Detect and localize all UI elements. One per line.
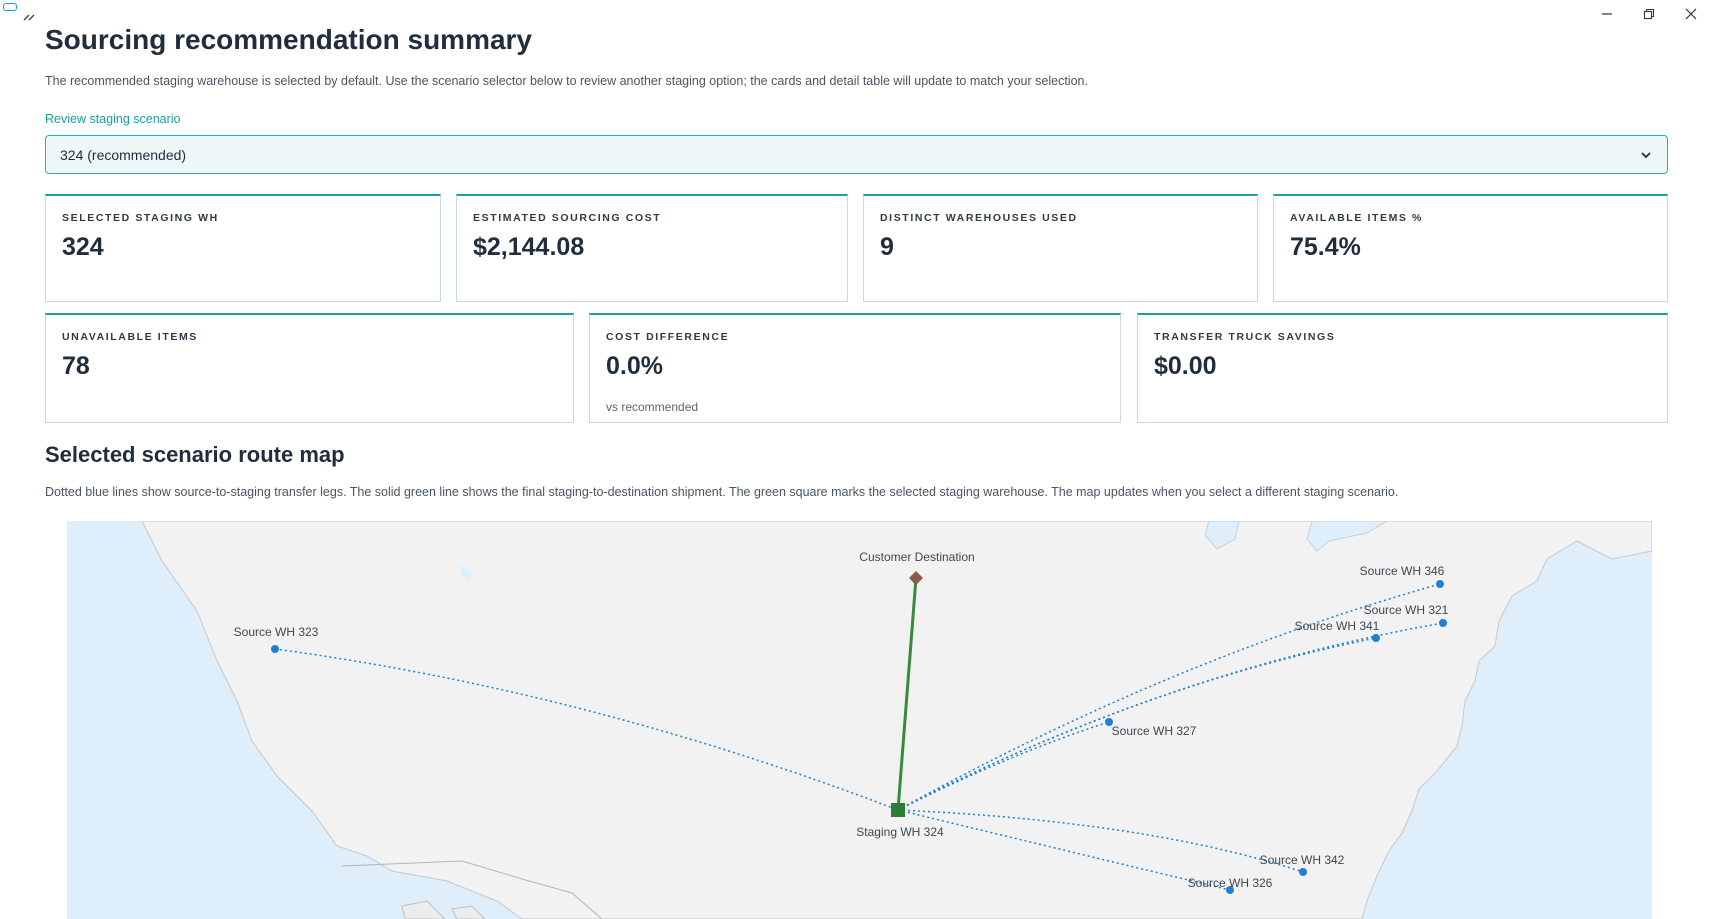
card-label: DISTINCT WAREHOUSES USED	[880, 212, 1078, 224]
card-value: 9	[880, 233, 894, 261]
source-marker[interactable]	[1226, 886, 1234, 894]
minimize-button[interactable]	[1586, 0, 1628, 28]
card-subtext: vs recommended	[606, 400, 699, 414]
source-marker[interactable]	[1439, 619, 1447, 627]
destination-label: Customer Destination	[859, 550, 974, 564]
source-marker[interactable]	[1372, 634, 1380, 642]
source-label: Source WH 346	[1360, 564, 1445, 578]
card-unavailable-items: UNAVAILABLE ITEMS 78	[45, 313, 574, 423]
card-cost-difference: COST DIFFERENCE 0.0% vs recommended	[589, 313, 1121, 423]
card-value: 324	[62, 233, 104, 261]
scenario-selector-label: Review staging scenario	[45, 112, 181, 126]
restore-button[interactable]	[1628, 0, 1670, 28]
final-shipment-line[interactable]	[896, 577, 918, 811]
edit-icon[interactable]	[22, 8, 38, 22]
card-value: $0.00	[1154, 352, 1217, 380]
map-lake	[459, 565, 472, 581]
transfer-leg[interactable]	[897, 637, 1377, 811]
card-label: UNAVAILABLE ITEMS	[62, 331, 198, 343]
staging-marker[interactable]	[891, 803, 905, 817]
source-label: Source WH 327	[1112, 724, 1197, 738]
card-label: ESTIMATED SOURCING COST	[473, 212, 662, 224]
source-label: Source WH 342	[1260, 853, 1345, 867]
card-value: $2,144.08	[473, 233, 585, 261]
destination-marker[interactable]	[909, 571, 923, 585]
source-marker[interactable]	[1105, 718, 1113, 726]
scenario-selector-value: 324 (recommended)	[60, 146, 187, 163]
card-value: 75.4%	[1290, 233, 1361, 261]
window-app-area	[0, 0, 60, 24]
page-title: Sourcing recommendation summary	[45, 24, 533, 55]
source-label: Source WH 321	[1364, 603, 1449, 617]
map-border	[451, 905, 486, 919]
staging-label: Staging WH 324	[856, 825, 944, 839]
app-icon	[3, 3, 17, 11]
card-label: SELECTED STAGING WH	[62, 212, 219, 224]
card-value: 0.0%	[606, 352, 663, 380]
scenario-selector[interactable]: 324 (recommended)	[45, 135, 1668, 174]
map-lake	[1204, 521, 1240, 550]
restore-icon	[1643, 8, 1655, 20]
card-label: COST DIFFERENCE	[606, 331, 730, 343]
source-label: Source WH 341	[1295, 619, 1380, 633]
map-border	[401, 900, 446, 919]
source-label: Source WH 323	[234, 625, 319, 639]
card-distinct-warehouses-used: DISTINCT WAREHOUSES USED 9	[863, 194, 1258, 302]
transfer-leg[interactable]	[897, 809, 1304, 873]
transfer-legs	[274, 583, 1444, 891]
close-icon	[1685, 8, 1697, 20]
source-marker[interactable]	[1436, 580, 1444, 588]
card-label: TRANSFER TRUCK SAVINGS	[1154, 331, 1336, 343]
window-controls	[1586, 0, 1712, 28]
source-marker[interactable]	[1299, 868, 1307, 876]
card-estimated-sourcing-cost: ESTIMATED SOURCING COST $2,144.08	[456, 194, 848, 302]
source-label: Source WH 326	[1188, 876, 1273, 890]
map-lake	[1306, 521, 1388, 552]
card-transfer-truck-savings: TRANSFER TRUCK SAVINGS $0.00	[1137, 313, 1668, 423]
minimize-icon	[1602, 13, 1612, 15]
route-map[interactable]: Customer Destination Staging WH 324 Sour…	[67, 521, 1652, 919]
route-map-canvas: Customer Destination Staging WH 324 Sour…	[141, 521, 1652, 919]
transfer-leg[interactable]	[897, 583, 1441, 811]
map-land	[141, 521, 1652, 919]
transfer-leg[interactable]	[274, 648, 899, 811]
card-available-items-pct: AVAILABLE ITEMS % 75.4%	[1273, 194, 1668, 302]
source-markers	[271, 580, 1447, 894]
map-border	[341, 860, 603, 919]
map-section-description: Dotted blue lines show source-to-staging…	[45, 485, 1399, 499]
transfer-leg[interactable]	[897, 809, 1231, 891]
source-marker[interactable]	[271, 645, 279, 653]
close-button[interactable]	[1670, 0, 1712, 28]
page-intro: The recommended staging warehouse is sel…	[45, 74, 1088, 88]
chevron-down-icon	[1641, 151, 1651, 158]
card-value: 78	[62, 352, 90, 380]
card-label: AVAILABLE ITEMS %	[1290, 212, 1423, 224]
map-section-title: Selected scenario route map	[45, 442, 345, 467]
card-selected-staging-wh: SELECTED STAGING WH 324	[45, 194, 441, 302]
